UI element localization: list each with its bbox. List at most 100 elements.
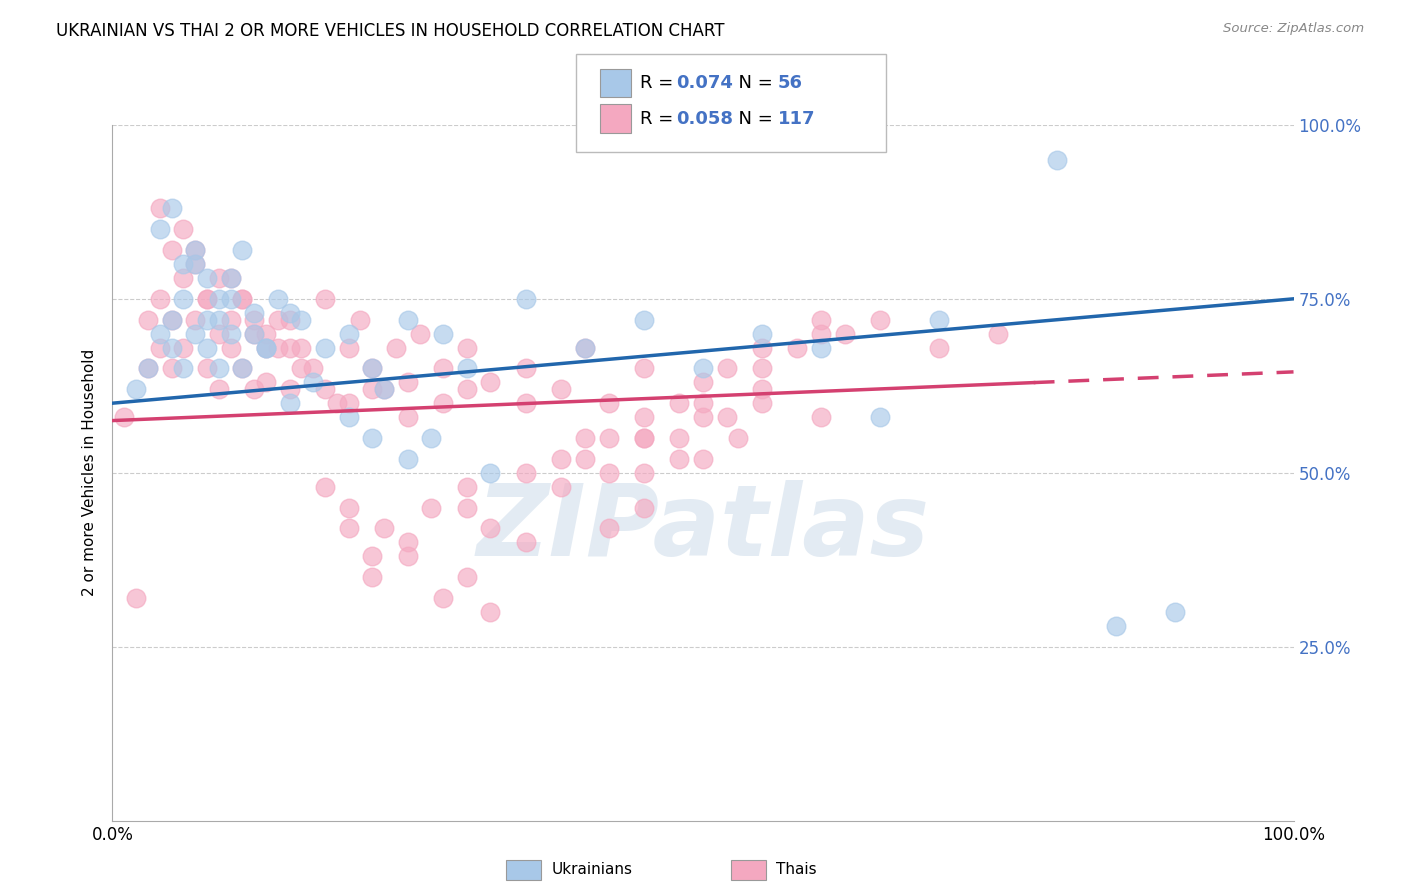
Point bbox=[432, 591, 454, 605]
Point bbox=[337, 521, 360, 535]
Point bbox=[267, 292, 290, 306]
Point bbox=[149, 341, 172, 355]
Point bbox=[184, 312, 207, 326]
Point bbox=[314, 341, 336, 355]
Point bbox=[219, 312, 242, 326]
Point bbox=[195, 312, 218, 326]
Point bbox=[668, 431, 690, 445]
Point bbox=[692, 410, 714, 425]
Point bbox=[337, 410, 360, 425]
Point bbox=[751, 396, 773, 410]
Point bbox=[195, 292, 218, 306]
Point bbox=[834, 326, 856, 341]
Point bbox=[432, 326, 454, 341]
Point bbox=[716, 361, 738, 376]
Point bbox=[633, 410, 655, 425]
Point bbox=[361, 570, 384, 584]
Point bbox=[1164, 605, 1187, 619]
Point bbox=[160, 312, 183, 326]
Point bbox=[373, 382, 395, 396]
Text: 56: 56 bbox=[778, 74, 803, 92]
Point bbox=[456, 341, 478, 355]
Point bbox=[337, 500, 360, 515]
Point bbox=[456, 500, 478, 515]
Point bbox=[432, 361, 454, 376]
Point bbox=[385, 341, 408, 355]
Point bbox=[361, 361, 384, 376]
Point bbox=[810, 312, 832, 326]
Point bbox=[290, 341, 312, 355]
Point bbox=[515, 535, 537, 549]
Point bbox=[692, 361, 714, 376]
Point bbox=[160, 341, 183, 355]
Point bbox=[125, 591, 148, 605]
Point bbox=[149, 222, 172, 236]
Point bbox=[869, 410, 891, 425]
Point bbox=[184, 257, 207, 271]
Point bbox=[432, 396, 454, 410]
Point bbox=[314, 480, 336, 494]
Point bbox=[184, 243, 207, 257]
Point bbox=[751, 341, 773, 355]
Point bbox=[786, 341, 808, 355]
Point bbox=[195, 341, 218, 355]
Point bbox=[633, 312, 655, 326]
Point bbox=[231, 243, 253, 257]
Point bbox=[479, 466, 502, 480]
Point bbox=[267, 312, 290, 326]
Point bbox=[243, 306, 266, 320]
Text: Source: ZipAtlas.com: Source: ZipAtlas.com bbox=[1223, 22, 1364, 36]
Point bbox=[420, 500, 443, 515]
Point bbox=[125, 382, 148, 396]
Point bbox=[172, 257, 194, 271]
Point bbox=[396, 376, 419, 390]
Point bbox=[231, 292, 253, 306]
Text: 0.074: 0.074 bbox=[676, 74, 733, 92]
Point bbox=[172, 361, 194, 376]
Point bbox=[172, 341, 194, 355]
Text: Thais: Thais bbox=[776, 863, 817, 877]
Point bbox=[810, 341, 832, 355]
Point bbox=[396, 312, 419, 326]
Point bbox=[598, 431, 620, 445]
Point bbox=[136, 312, 159, 326]
Point bbox=[598, 466, 620, 480]
Point bbox=[574, 341, 596, 355]
Point bbox=[302, 361, 325, 376]
Point bbox=[231, 292, 253, 306]
Text: R =: R = bbox=[640, 74, 679, 92]
Point bbox=[136, 361, 159, 376]
Point bbox=[231, 361, 253, 376]
Point bbox=[550, 451, 572, 466]
Text: N =: N = bbox=[727, 74, 779, 92]
Point bbox=[668, 396, 690, 410]
Point bbox=[515, 466, 537, 480]
Point bbox=[208, 292, 231, 306]
Point bbox=[420, 431, 443, 445]
Point bbox=[112, 410, 135, 425]
Point bbox=[243, 382, 266, 396]
Point bbox=[231, 361, 253, 376]
Point bbox=[278, 382, 301, 396]
Point bbox=[208, 271, 231, 285]
Point bbox=[219, 271, 242, 285]
Point bbox=[987, 326, 1010, 341]
Point bbox=[869, 312, 891, 326]
Point bbox=[160, 312, 183, 326]
Point bbox=[515, 396, 537, 410]
Point bbox=[633, 431, 655, 445]
Text: Ukrainians: Ukrainians bbox=[551, 863, 633, 877]
Point bbox=[208, 326, 231, 341]
Point bbox=[254, 341, 277, 355]
Point bbox=[456, 480, 478, 494]
Point bbox=[314, 292, 336, 306]
Point bbox=[254, 341, 277, 355]
Point bbox=[337, 396, 360, 410]
Point bbox=[692, 451, 714, 466]
Point bbox=[396, 410, 419, 425]
Point bbox=[184, 257, 207, 271]
Point bbox=[668, 451, 690, 466]
Point bbox=[361, 431, 384, 445]
Point bbox=[136, 361, 159, 376]
Point bbox=[633, 466, 655, 480]
